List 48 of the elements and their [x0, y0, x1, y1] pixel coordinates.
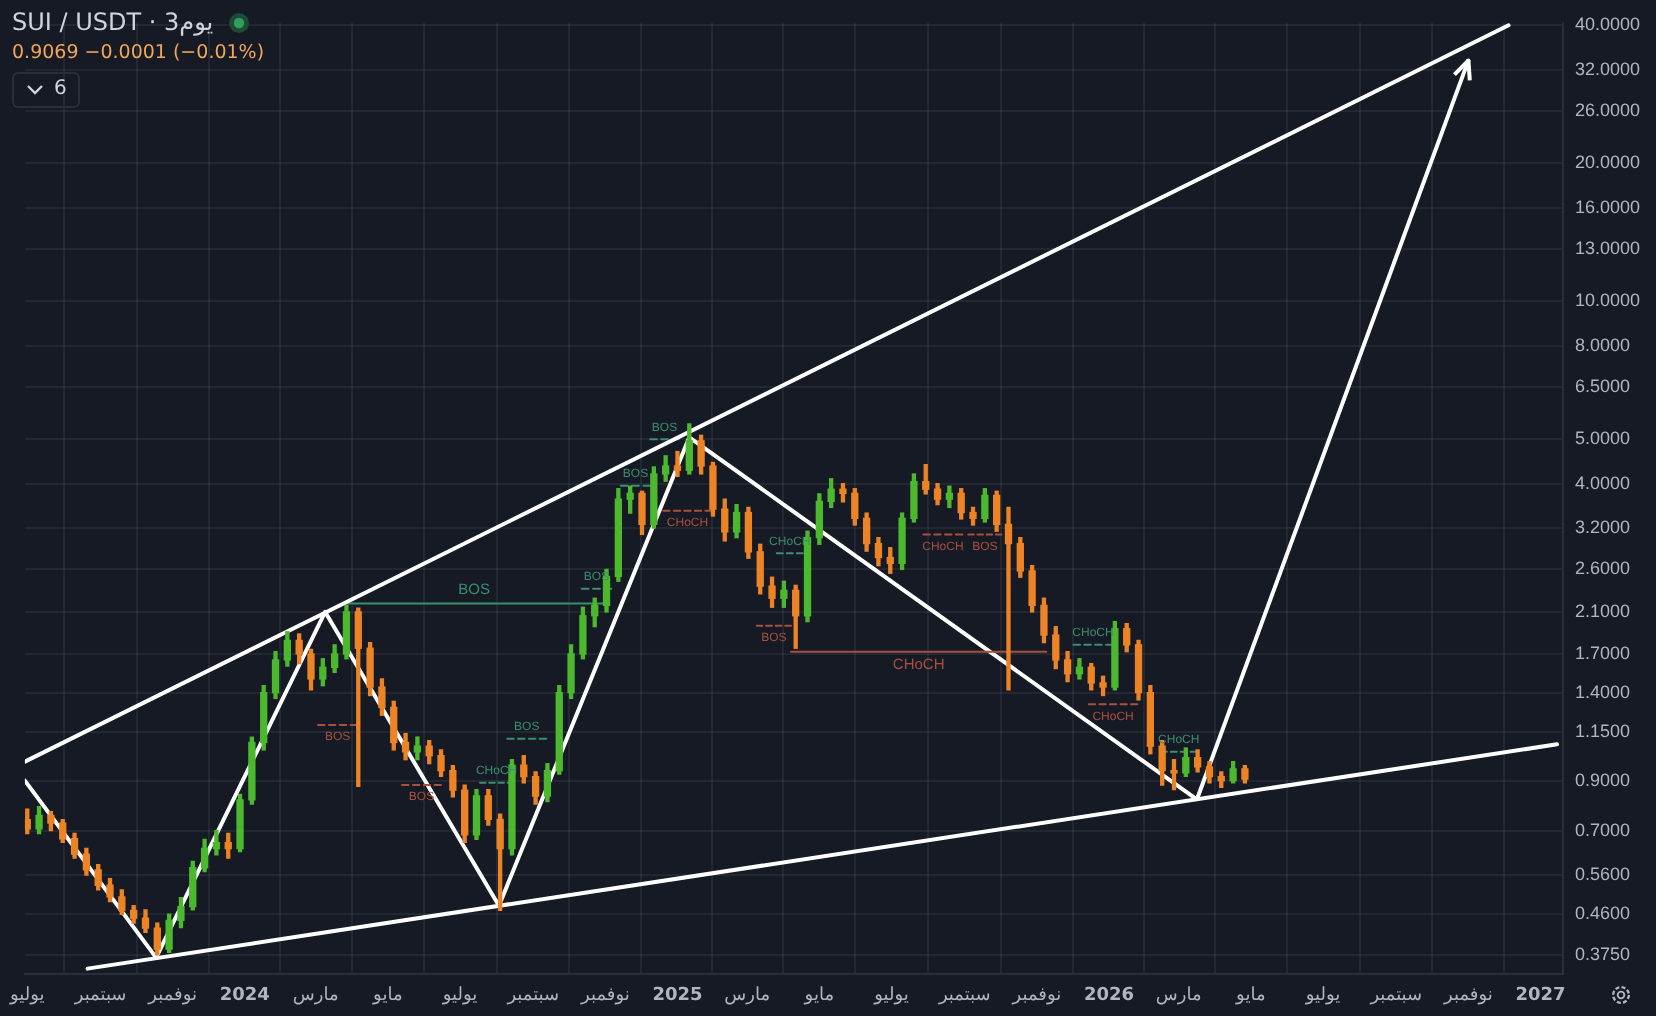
y-tick-label: 2.1000	[1574, 600, 1630, 621]
y-tick-label: 26.0000	[1574, 100, 1641, 120]
toggle-button: 6	[12, 72, 81, 108]
y-tick-label: 3.2000	[1574, 517, 1630, 538]
text: 0.9069 −0.0001 (−0.01%)	[12, 40, 265, 66]
y-tick-label: 1.7000	[1574, 642, 1630, 663]
y-tick-label: 40.0000	[1574, 14, 1641, 35]
y-tick-label: 20.0000	[1574, 152, 1641, 173]
y-tick-label: 10.0000	[1574, 290, 1641, 311]
y-tick-label: 0.4600	[1574, 903, 1630, 924]
y-tick-label: 4.0000	[1574, 472, 1630, 493]
y-tick-label: 0.3750	[1574, 943, 1630, 964]
x-tick-label: مارس	[1155, 985, 1202, 1006]
chart-title: SUI / USDT · 3يوم	[12, 8, 214, 38]
y-tick-label: 2.6000	[1574, 558, 1630, 579]
x-tick-label: يوليو	[872, 985, 910, 1006]
x-tick-label: نوفمبر	[579, 985, 630, 1006]
y-tick-label: 1.1500	[1574, 720, 1630, 741]
x-tick-label: سبتمبر	[1368, 985, 1423, 1006]
y-tick-label: 32.0000	[1574, 58, 1641, 79]
x-tick-label: مايو	[802, 985, 835, 1006]
annotation: 6	[54, 78, 67, 102]
y-tick-label: 0.7000	[1574, 819, 1630, 840]
y-tick-label: 0.9000	[1574, 769, 1630, 790]
x-tick-label: نوفمبر	[1442, 985, 1493, 1006]
y-tick-label: 0.5600	[1574, 864, 1630, 885]
y-tick-label: 6.5000	[1574, 375, 1630, 396]
x-tick-label: سبتمبر	[505, 985, 560, 1006]
x-tick-label: يوليو	[8, 985, 46, 1006]
x-tick-label: مارس	[724, 985, 771, 1006]
x-tick-label: مايو	[371, 985, 403, 1006]
x-tick-label: مارس	[292, 985, 339, 1006]
x-tick-label: 2027	[1515, 985, 1566, 1006]
y-tick-label: 13.0000	[1574, 237, 1641, 258]
y-tick-label: 1.4000	[1574, 681, 1630, 702]
x-tick-label: 2026	[1083, 985, 1135, 1006]
x-tick-label: نوفمبر	[146, 985, 198, 1006]
x-tick-label: 2025	[652, 985, 703, 1006]
x-tick-label: يوليو	[1303, 985, 1342, 1006]
y-tick-label: 16.0000	[1574, 196, 1641, 217]
x-tick-label: يوليو	[440, 985, 479, 1006]
x-tick-label: مايو	[1234, 985, 1266, 1006]
x-tick-label: سبتمبر	[72, 985, 127, 1006]
x-tick-label: 2024	[219, 985, 270, 1006]
y-tick-label: 8.0000	[1574, 334, 1630, 355]
y-tick-label: 5.0000	[1574, 428, 1630, 449]
x-tick-label: نوفمبر	[1010, 985, 1062, 1006]
x-tick-label: سبتمبر	[936, 985, 991, 1006]
